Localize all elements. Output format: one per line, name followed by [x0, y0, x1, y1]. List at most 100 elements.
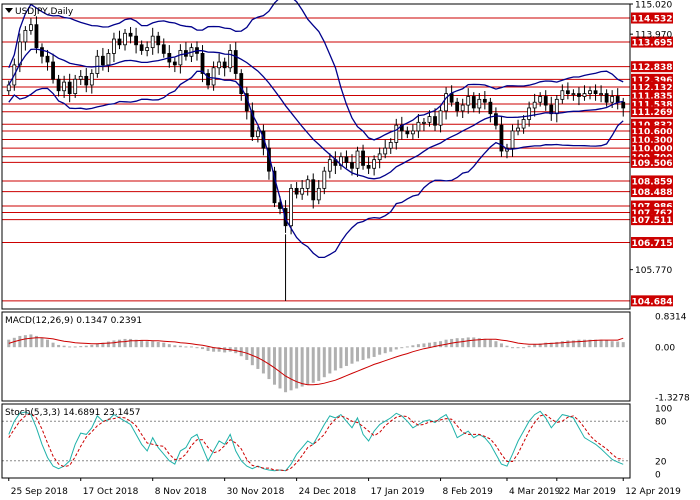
macd-histogram-bar [439, 341, 443, 348]
level-tag [631, 73, 673, 85]
macd-histogram-bar [317, 347, 321, 381]
level-label: 113.695 [632, 39, 673, 49]
macd-histogram-bar [184, 346, 188, 348]
macd-histogram-bar [189, 346, 193, 348]
candle-body [499, 124, 504, 152]
macd-histogram-bar [444, 339, 448, 348]
macd-histogram-bar [101, 342, 105, 348]
candle-body [510, 130, 515, 149]
macd-histogram-bar [566, 340, 570, 348]
macd-histogram-bar [29, 334, 33, 348]
candle-body [6, 84, 11, 92]
price-frame [1, 3, 631, 310]
macd-histogram-bar [156, 341, 160, 348]
level-tag [631, 206, 673, 218]
candle-body [621, 101, 626, 109]
level-label: 110.000 [632, 145, 673, 155]
stoch-tick-label: 100 [655, 405, 672, 415]
macd-histogram-bar [112, 340, 116, 348]
macd-histogram-bar [12, 337, 16, 348]
macd-histogram-bar [95, 343, 99, 348]
candle-body [40, 47, 44, 57]
stoch-title: Stoch(5,3,3) 14.6891 23.1457 [5, 408, 140, 418]
candle-body [56, 78, 61, 92]
macd-histogram-bar [195, 347, 199, 349]
macd-histogram-bar [361, 347, 365, 360]
macd-histogram-bar [599, 339, 603, 348]
candle-body [361, 150, 365, 166]
macd-histogram-bar [378, 347, 382, 355]
macd-histogram-bar [461, 338, 465, 348]
macd-histogram-bar [483, 338, 487, 348]
level-label: 107.511 [632, 216, 673, 226]
candle-body [455, 101, 460, 112]
macd-histogram-bar [278, 347, 282, 389]
macd-histogram-bar [516, 347, 520, 349]
candle-body [571, 93, 576, 96]
candle-body [139, 44, 144, 51]
candle-body [350, 162, 354, 169]
bollinger-upper [8, 0, 624, 141]
triangle-down-icon[interactable] [5, 8, 13, 13]
macd-histogram-bar [84, 345, 88, 348]
stoch-main-line [8, 410, 624, 472]
level-label: 111.538 [632, 101, 673, 111]
level-tag [631, 151, 673, 163]
macd-histogram-bar [90, 344, 94, 348]
macd-histogram-bar [339, 347, 343, 369]
candle-body [178, 50, 183, 66]
level-tag [631, 186, 673, 198]
candle-body [388, 142, 393, 149]
macd-histogram-bar [533, 344, 537, 348]
macd-histogram-bar [300, 347, 304, 387]
level-label: 112.838 [632, 63, 673, 73]
candle-body [100, 55, 105, 66]
candle-body [294, 187, 299, 195]
level-label: 108.859 [632, 177, 673, 187]
stoch-frame [1, 403, 631, 479]
candle-body [416, 121, 421, 132]
level-tag [631, 89, 673, 101]
y-tick-label: 115.020 [635, 1, 672, 11]
x-tick-label: 8 Feb 2019 [443, 487, 494, 497]
macd-histogram-bar [350, 347, 354, 364]
macd-histogram-bar [134, 339, 138, 348]
candle-body [577, 93, 581, 97]
level-label: 110.300 [632, 136, 673, 146]
x-tick-label: 17 Oct 2018 [83, 487, 139, 497]
macd-histogram-bar [295, 347, 299, 389]
level-label: 110.600 [632, 127, 673, 137]
macd-signal-line [8, 337, 624, 386]
candle-body [565, 90, 570, 95]
y-tick-label: 105.770 [635, 266, 672, 276]
macd-histogram-bar [577, 339, 581, 348]
x-tick-label: 8 Nov 2018 [155, 487, 207, 497]
level-label: 111.835 [632, 92, 673, 102]
level-tag [631, 106, 673, 118]
macd-histogram-bar [117, 339, 121, 348]
candle-body [449, 93, 454, 103]
candle-body [145, 47, 150, 51]
macd-histogram-bar [472, 337, 476, 348]
level-tag [631, 295, 673, 307]
candle-body [477, 98, 482, 109]
candle-body [377, 153, 382, 161]
macd-histogram-bar [383, 347, 387, 354]
candle-body [95, 55, 100, 74]
candle-body [488, 101, 493, 115]
candle-body [200, 52, 205, 74]
level-tag [631, 156, 673, 168]
macd-frame [1, 311, 631, 402]
macd-histogram-bar [40, 337, 44, 348]
macd-histogram-bar [505, 345, 509, 348]
bollinger-lower [8, 70, 624, 259]
candle-body [582, 93, 587, 97]
macd-histogram-bar [466, 337, 470, 348]
candle-body [73, 78, 78, 95]
candle-body [217, 61, 222, 69]
level-tag [631, 237, 673, 249]
candle-body [444, 93, 448, 112]
candle-body [206, 73, 210, 86]
candle-body [239, 73, 244, 95]
macd-histogram-bar [129, 338, 133, 348]
